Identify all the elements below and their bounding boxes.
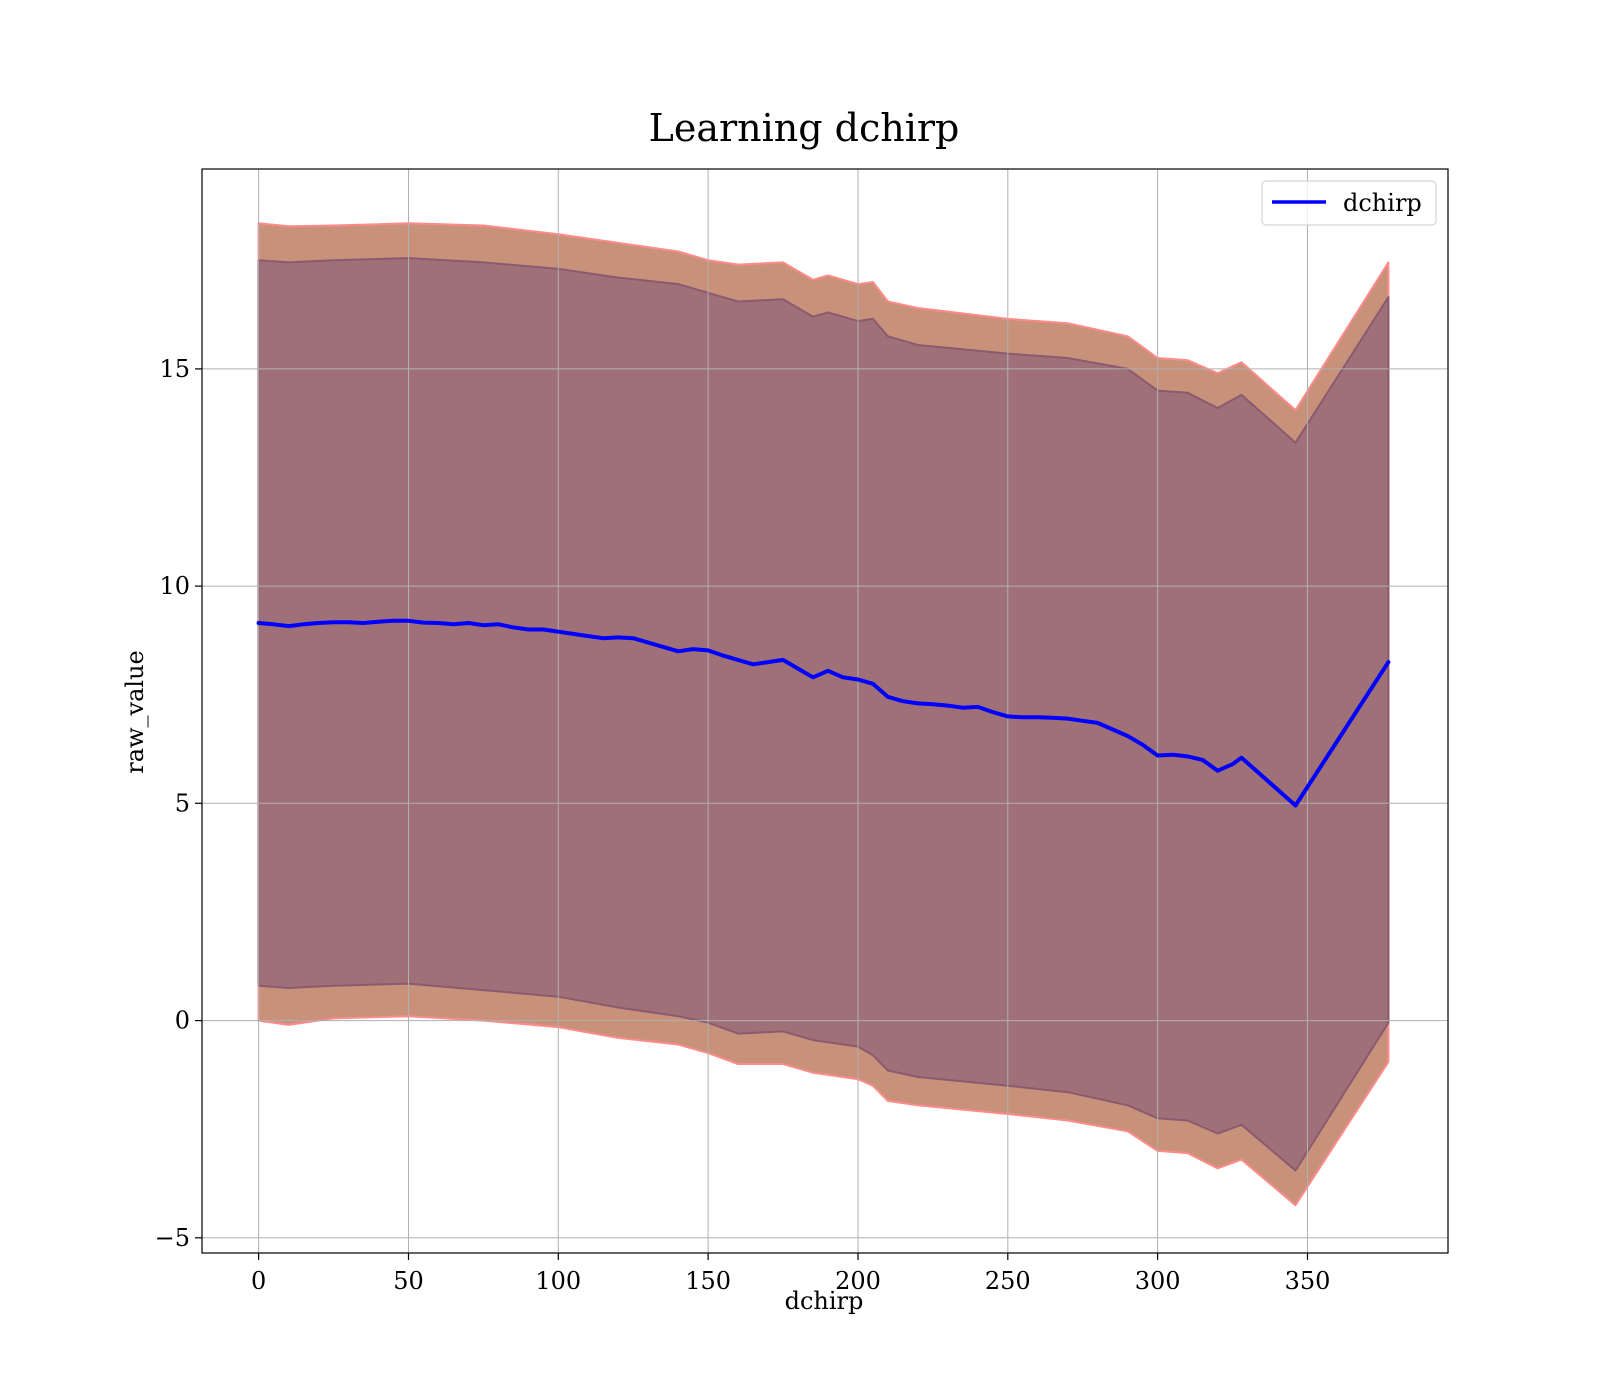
x-axis-label: dchirp — [785, 1287, 864, 1315]
legend: dchirp — [1261, 180, 1437, 226]
legend-label: dchirp — [1343, 189, 1422, 217]
x-tick-label: 200 — [835, 1267, 881, 1295]
dchirp-line — [256, 618, 1391, 808]
x-tick-label: 250 — [985, 1267, 1031, 1295]
plot-frame — [201, 168, 1449, 1254]
x-tick-label: 150 — [685, 1267, 731, 1295]
confidence-bands — [257, 222, 1390, 1207]
x-axis-ticks: 0 50 100 150 200 250 300 350 — [251, 1253, 1330, 1295]
x-tick-label: 300 — [1135, 1267, 1181, 1295]
y-tick-label: 10 — [159, 572, 190, 600]
y-tick-label: 0 — [175, 1007, 190, 1035]
legend-box — [1261, 180, 1437, 226]
y-tick-label: −5 — [155, 1224, 190, 1252]
grid — [202, 169, 1448, 1253]
x-tick-label: 350 — [1285, 1267, 1331, 1295]
y-axis-ticks: −5 0 5 10 15 — [155, 355, 202, 1252]
y-tick-label: 5 — [175, 789, 190, 817]
x-tick-label: 100 — [535, 1267, 581, 1295]
x-tick-label: 0 — [251, 1267, 266, 1295]
chart-title: Learning dchirp — [649, 106, 960, 150]
x-tick-label: 50 — [393, 1267, 424, 1295]
mean-line-layer — [256, 618, 1391, 808]
y-tick-label: 15 — [159, 355, 190, 383]
y-axis-label: raw_value — [121, 650, 149, 774]
